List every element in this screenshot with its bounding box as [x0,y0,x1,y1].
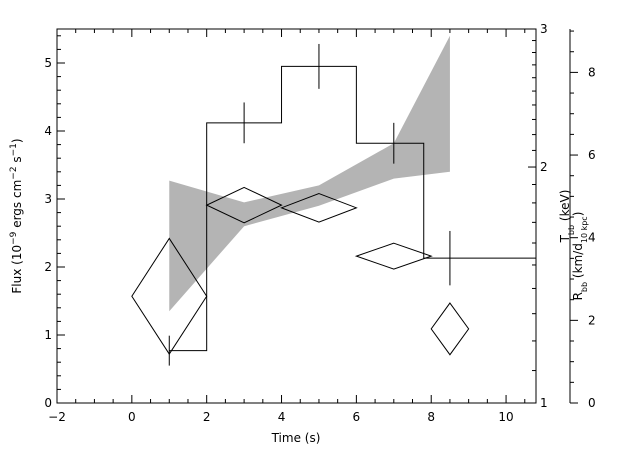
plot-frame [56,28,537,404]
y-tick-label: 4 [44,124,52,138]
radius-diamond [205,186,283,224]
flux-errorbar-layer [168,43,451,366]
y-axis-label-left: Flux (10−9 ergs cm−2 s−1) [9,138,24,293]
radius-diamond [280,193,358,223]
r-tick-label: 8 [588,65,596,79]
x-tick-label: −2 [48,410,66,424]
flux-histogram-line [169,65,537,352]
x-tick-label: 10 [498,410,513,424]
t-tick-label: 3 [540,22,548,36]
radius-diamond [430,302,470,356]
x-tick-label: 6 [353,410,361,424]
temperature-band-layer [169,35,450,312]
y-tick-label: 1 [44,328,52,342]
x-axis-label: Time (s) [271,431,321,445]
r-tick-label: 6 [588,148,596,162]
y-tick-label: 0 [44,396,52,410]
r-tick-label: 4 [588,231,596,245]
x-tick-label: 2 [203,410,211,424]
x-tick-label: 4 [278,410,286,424]
flux-histogram-layer [169,65,537,352]
t-tick-label: 2 [540,160,548,174]
radius-diamond-layer [131,186,470,356]
r-tick-label: 0 [588,396,596,410]
temperature-band [169,35,450,312]
y-tick-label: 3 [44,192,52,206]
x-tick-label: 8 [427,410,435,424]
t-tick-label: 1 [540,396,548,410]
x-tick-label: 0 [128,410,136,424]
radius-diamond [131,237,208,355]
y-tick-label: 5 [44,56,52,70]
radius-diamond [354,242,433,270]
r-tick-label: 2 [588,313,596,327]
y-tick-label: 2 [44,260,52,274]
